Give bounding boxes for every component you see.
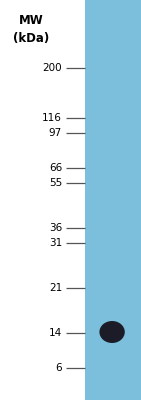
Text: (kDa): (kDa) [13,32,49,45]
Text: 97: 97 [49,128,62,138]
Text: 21: 21 [49,283,62,293]
Text: 55: 55 [49,178,62,188]
Text: 36: 36 [49,223,62,233]
Text: MW: MW [19,14,43,27]
Text: 6: 6 [55,363,62,373]
Bar [85,0,141,400]
Text: 31: 31 [49,238,62,248]
Text: 200: 200 [42,63,62,73]
Text: 66: 66 [49,163,62,173]
Ellipse shape [99,321,125,343]
Text: 116: 116 [42,113,62,123]
Text: 14: 14 [49,328,62,338]
